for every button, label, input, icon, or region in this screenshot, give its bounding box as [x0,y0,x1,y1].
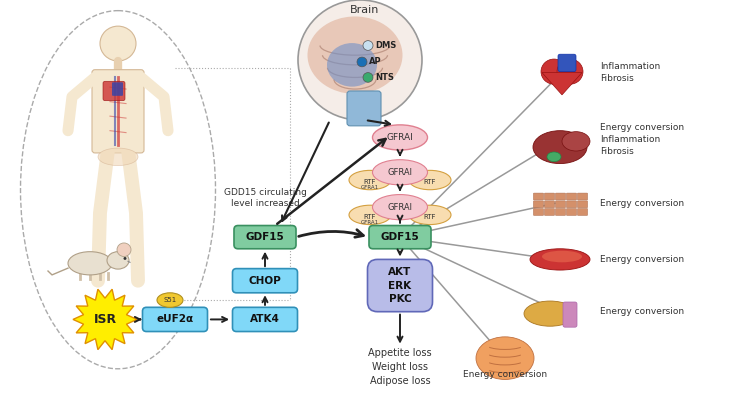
FancyBboxPatch shape [369,226,431,249]
Ellipse shape [530,249,590,270]
Text: RTF: RTF [364,214,376,220]
Ellipse shape [476,337,534,380]
FancyBboxPatch shape [556,209,566,215]
Ellipse shape [542,251,582,262]
Polygon shape [73,289,137,350]
FancyBboxPatch shape [566,193,577,200]
FancyBboxPatch shape [558,54,576,72]
Text: Energy conversion: Energy conversion [600,255,684,264]
Text: Inflammation
Fibrosis: Inflammation Fibrosis [600,62,660,83]
Circle shape [557,59,583,84]
FancyBboxPatch shape [533,201,544,208]
Text: Energy conversion: Energy conversion [463,370,547,379]
Ellipse shape [107,252,129,269]
Text: S51: S51 [164,297,177,303]
Ellipse shape [157,293,183,307]
Circle shape [357,57,367,67]
FancyBboxPatch shape [544,209,554,215]
Ellipse shape [547,152,561,162]
Text: AP: AP [369,57,382,66]
Ellipse shape [373,160,427,185]
Text: GDF15: GDF15 [380,232,419,242]
Ellipse shape [308,17,403,94]
Ellipse shape [533,131,587,163]
FancyBboxPatch shape [566,201,577,208]
Ellipse shape [409,170,451,190]
Polygon shape [542,73,582,95]
Text: GFRAl: GFRAl [387,133,413,142]
Text: Energy conversion: Energy conversion [600,307,684,316]
Text: RTF: RTF [364,179,376,185]
Text: RTF: RTF [424,214,436,220]
Text: Energy conversion: Energy conversion [600,199,684,208]
Text: PKC: PKC [388,294,411,304]
FancyBboxPatch shape [556,201,566,208]
Text: GDD15 circulating
level increased: GDD15 circulating level increased [224,188,307,208]
FancyBboxPatch shape [544,193,554,200]
FancyBboxPatch shape [92,70,144,153]
Circle shape [541,59,567,84]
Circle shape [117,243,131,257]
Circle shape [124,257,127,260]
Text: NTS: NTS [375,73,394,82]
Ellipse shape [562,132,590,151]
Text: ATK4: ATK4 [250,314,280,325]
FancyBboxPatch shape [566,209,577,215]
FancyBboxPatch shape [578,209,587,215]
Text: Brain: Brain [350,5,380,15]
FancyBboxPatch shape [578,201,587,208]
Circle shape [363,40,373,50]
FancyBboxPatch shape [112,82,123,96]
Text: ERK: ERK [388,281,412,290]
FancyBboxPatch shape [563,302,577,327]
FancyBboxPatch shape [533,209,544,215]
Ellipse shape [373,125,427,150]
Text: GFRA1: GFRA1 [361,185,379,190]
Ellipse shape [409,205,451,224]
FancyBboxPatch shape [232,268,298,293]
Ellipse shape [349,205,391,224]
Text: Appetite loss
Weight loss
Adipose loss: Appetite loss Weight loss Adipose loss [368,349,432,386]
Text: DMS: DMS [375,41,396,50]
FancyBboxPatch shape [368,259,433,312]
Text: AKT: AKT [388,267,412,277]
FancyBboxPatch shape [578,193,587,200]
Text: Energy conversion
Inflammation
Fibrosis: Energy conversion Inflammation Fibrosis [600,123,684,156]
FancyBboxPatch shape [544,201,554,208]
FancyBboxPatch shape [347,91,381,126]
Circle shape [298,0,422,120]
Ellipse shape [68,252,112,275]
Ellipse shape [327,43,377,86]
Ellipse shape [349,170,391,190]
Circle shape [100,26,136,61]
FancyBboxPatch shape [533,193,544,200]
Text: GFRAl: GFRAl [388,203,412,212]
Ellipse shape [524,301,576,326]
Text: GFRA1: GFRA1 [361,220,379,225]
Text: GDF15: GDF15 [246,232,284,242]
Text: GFRAl: GFRAl [388,168,412,177]
Text: eUF2α: eUF2α [157,314,194,325]
Text: RTF: RTF [424,179,436,185]
Text: ISR: ISR [94,313,116,326]
FancyBboxPatch shape [103,81,125,101]
FancyBboxPatch shape [556,193,566,200]
Text: CHOP: CHOP [248,276,281,286]
Circle shape [363,73,373,82]
Ellipse shape [373,195,427,220]
FancyBboxPatch shape [232,307,298,332]
FancyBboxPatch shape [234,226,296,249]
FancyBboxPatch shape [142,307,208,332]
Ellipse shape [98,148,138,165]
